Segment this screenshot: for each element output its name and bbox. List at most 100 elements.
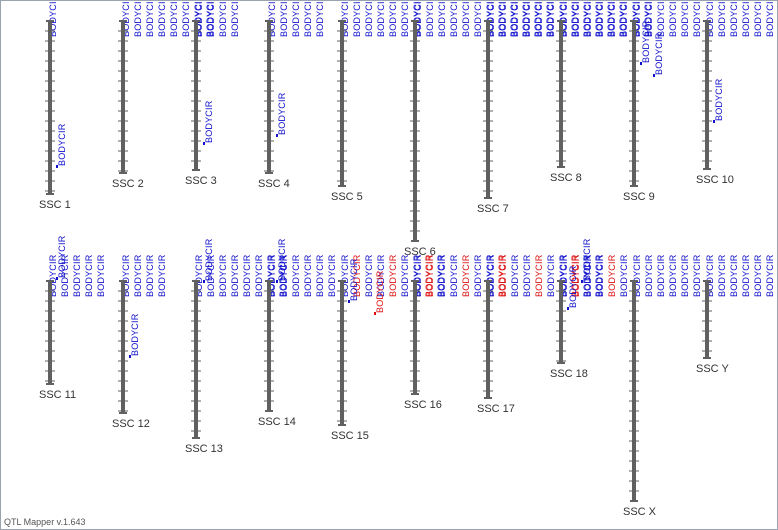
chromosome-label: SSC 8	[550, 172, 582, 184]
qtl-label: BODYCIR	[705, 254, 715, 297]
chromosome-ssc-7: BODYCIR BODYCIR BODYCIR BODYCIR BODYCIR BODYC…	[477, 1, 628, 215]
qtl-label: BODYCIR	[279, 1, 289, 37]
qtl-label: BODYCIR	[218, 1, 228, 37]
qtl-label: BODYCIR	[607, 1, 617, 37]
qtl-label: BODYCIR	[643, 1, 653, 37]
qtl-label-stack: BODYCIR BODYCIR BODYCIR BODYCIR	[121, 254, 167, 297]
qtl-label: BODYCIR	[631, 1, 641, 37]
qtl-label: BODYCIR	[656, 254, 666, 297]
qtl-label: BODYCIR	[545, 1, 555, 37]
qtl-label: BODYCIR	[534, 254, 544, 297]
qtl-label: BODYCIR	[668, 254, 678, 297]
chromosome-label: SSC 11	[39, 389, 76, 401]
qtl-label: BODYCIR	[60, 254, 70, 297]
qtl-marker	[129, 355, 131, 358]
qtl-label: BODYCIR	[533, 1, 543, 37]
chromosome-ssc-2: BODYCIR BODYCIR BODYCIR BODYCIR BODYCIR BODYC…	[112, 1, 215, 190]
qtl-label: BODYCIR	[278, 254, 288, 297]
qtl-label: BODYCIR	[765, 1, 775, 37]
qtl-marker	[203, 142, 205, 145]
qtl-label: BODYCIR	[279, 254, 289, 297]
qtl-label: BODYCIR	[424, 254, 434, 297]
qtl-label: BODYCIR	[644, 254, 654, 297]
qtl-label: BODYCIR	[583, 254, 593, 297]
chromosome-label: SSC 18	[550, 368, 588, 380]
qtl-label-stack: BODYCIR BODYCIR BODYCIR BODYCIR BODYCIR BODYC…	[486, 254, 604, 297]
qtl-label: BODYCIR	[291, 254, 301, 297]
qtl-annotation-label: BODYCIR	[130, 313, 140, 356]
qtl-label: BODYCIR	[729, 1, 739, 37]
qtl-label: BODYCIR	[461, 1, 471, 37]
qtl-label: BODYCIR	[559, 254, 569, 297]
qtl-label: BODYCIR	[436, 254, 446, 297]
qtl-label: BODYCIR	[388, 1, 398, 37]
qtl-label: BODYCIR	[157, 254, 167, 297]
qtl-label: BODYCIR	[96, 254, 106, 297]
qtl-label: BODYCIR	[388, 254, 398, 297]
qtl-label: BODYCIR	[717, 254, 727, 297]
qtl-marker	[640, 62, 642, 65]
chromosome-label: SSC 1	[39, 199, 71, 211]
qtl-label: BODYCIR	[48, 1, 58, 37]
qtl-label: BODYCIR	[291, 1, 301, 37]
qtl-label: BODYCIR	[498, 254, 508, 297]
chromosome-label: SSC 9	[623, 191, 655, 203]
qtl-label: BODYCIR	[400, 1, 410, 37]
qtl-label: BODYCIR	[206, 254, 216, 297]
chromosome-label: SSC 5	[331, 191, 363, 203]
qtl-label: BODYCIR	[680, 1, 690, 37]
qtl-annotation-label: BODYCIR	[714, 78, 724, 121]
qtl-label: BODYCIR	[145, 254, 155, 297]
qtl-label: BODYCIR	[437, 1, 447, 37]
chromosome-label: SSC 13	[185, 443, 223, 455]
qtl-label: BODYCIR	[473, 254, 483, 297]
chromosome-label: SSC 14	[258, 416, 296, 428]
qtl-label: BODYCIR	[606, 1, 616, 37]
qtl-label: BODYCIR	[510, 1, 520, 37]
qtl-label: BODYCIR	[194, 254, 204, 297]
qtl-label: BODYCIR	[157, 1, 167, 37]
qtl-label: BODYCIR	[425, 254, 435, 297]
qtl-label: BODYCIR	[194, 1, 204, 37]
chromosome-label: SSC 6	[404, 246, 436, 258]
qtl-label: BODYCIR	[400, 254, 410, 297]
qtl-label: BODYCIR	[133, 254, 143, 297]
qtl-label-stack: BODYCIR BODYCIR BODYCIR BODYCIR BODYCIR BODYC…	[559, 254, 629, 297]
qtl-label: BODYCIR	[412, 1, 422, 37]
qtl-label: BODYCIR	[121, 254, 131, 297]
qtl-label: BODYCIR	[582, 254, 592, 297]
qtl-annotation-label: BODYCIR	[568, 265, 578, 308]
qtl-label-stack: BODYCIR BODYCIR BODYCIR BODYCIR BODYCIR BODYC…	[121, 1, 215, 37]
qtl-label: BODYCIR	[205, 1, 215, 37]
qtl-label: BODYCIR	[559, 1, 569, 37]
qtl-label: BODYCIR	[449, 254, 459, 297]
qtl-label: BODYCIR	[497, 254, 507, 297]
chromosome-label: SSC 4	[258, 178, 290, 190]
qtl-annotation-label: BODYCIR	[204, 100, 214, 143]
qtl-label: BODYCIR	[352, 1, 362, 37]
qtl-label: BODYCIR	[230, 254, 240, 297]
qtl-label: BODYCIR	[717, 1, 727, 37]
qtl-label: BODYCIR	[741, 254, 751, 297]
qtl-label-stack: BODYCIR BODYCIR BODYCIR BODYCIR	[194, 1, 240, 37]
qtl-annotation-label: BODYCIR	[654, 32, 664, 75]
qtl-annotation-label: BODYCIR	[349, 258, 359, 301]
chromosome-ssc-y: BODYCIR BODYCIR BODYCIR BODYCIR BODYCIR BODYC…	[696, 254, 775, 375]
qtl-label: BODYCIR	[340, 254, 350, 297]
qtl-label: BODYCIR	[181, 1, 191, 37]
qtl-annotation-label: BODYCIR	[57, 235, 67, 278]
chromosome-label: SSC 16	[404, 399, 442, 411]
qtl-label: BODYCIR	[242, 254, 252, 297]
qtl-label: BODYCIR	[485, 1, 495, 37]
qtl-label: BODYCIR	[340, 1, 350, 37]
qtl-label: BODYCIR	[546, 1, 556, 37]
qtl-label: BODYCIR	[632, 254, 642, 297]
chromosome-ssc-x: BODYCIR BODYCIR BODYCIR BODYCIR BODYCIR BODYC…	[623, 254, 702, 518]
qtl-label: BODYCIR	[133, 1, 143, 37]
qtl-label: BODYCIR	[595, 254, 605, 297]
qtl-label: BODYCIR	[619, 254, 629, 297]
qtl-label: BODYCIR	[364, 254, 374, 297]
